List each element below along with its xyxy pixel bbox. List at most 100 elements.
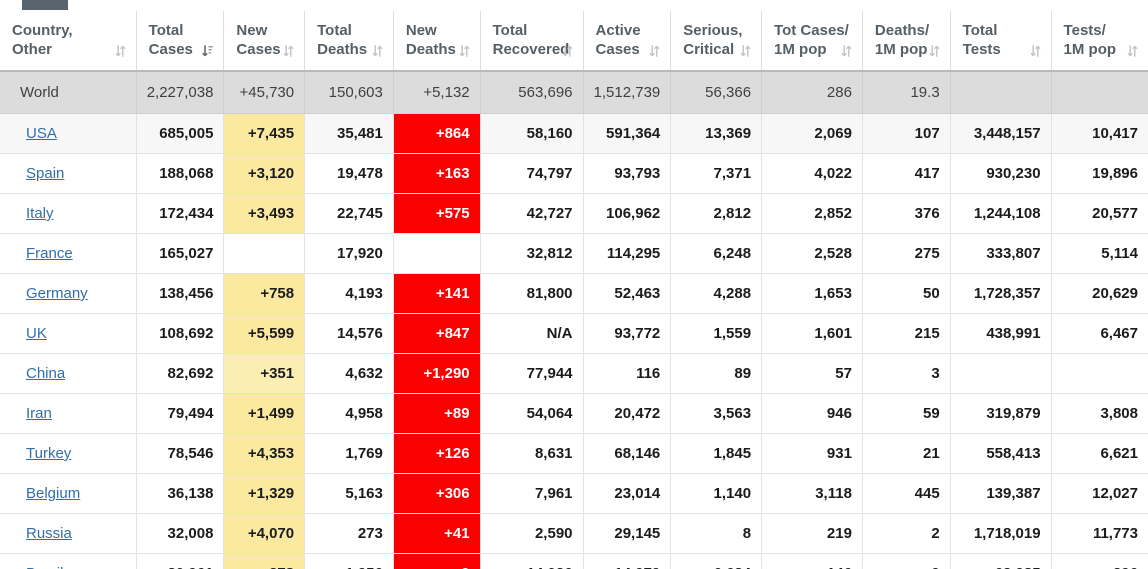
column-header-cases_per_1m[interactable]: Tot Cases/1M pop [761, 11, 863, 72]
table-scroll-container[interactable]: Country, Other Total Cases New Cases Total Deat… [0, 11, 1148, 569]
cell-cases_per_1m: 4,022 [761, 153, 863, 194]
cell-new_deaths: +5,132 [392, 71, 481, 114]
cell-total_deaths: 273 [304, 513, 394, 554]
cell-total_recovered: 81,800 [479, 273, 584, 314]
cell-new_deaths: +306 [392, 473, 481, 514]
column-header-total_recovered[interactable]: Total Recovered [479, 11, 584, 72]
cell-new_cases [223, 233, 305, 274]
cell-tests_per_1m [1050, 353, 1148, 394]
cell-cases_per_1m: 219 [761, 513, 863, 554]
cell-cases_per_1m: 57 [761, 353, 863, 394]
cell-new_cases: +3,120 [223, 153, 305, 194]
cell-total_cases: 2,227,038 [135, 71, 224, 114]
cell-total_cases: 79,494 [135, 393, 224, 434]
cell-total_deaths: 35,481 [304, 113, 394, 154]
cell-country: Germany [0, 273, 137, 314]
horizontal-scrollbar[interactable] [0, 0, 1148, 11]
cell-total_deaths: 1,769 [304, 433, 394, 474]
sort-both-icon[interactable] [740, 44, 751, 58]
cell-new_cases: +7,435 [223, 113, 305, 154]
column-header-label: Deaths/1M pop [875, 21, 940, 59]
cell-new_cases: +45,730 [223, 71, 305, 114]
cell-tests_per_1m: 5,114 [1050, 233, 1148, 274]
country-link[interactable]: USA [26, 125, 57, 142]
column-header-line2: Critical [683, 41, 735, 58]
column-header-country[interactable]: Country, Other [0, 11, 137, 72]
column-header-label: Tot Cases/1M pop [774, 21, 852, 59]
cell-cases_per_1m: 2,069 [761, 113, 863, 154]
country-link[interactable]: China [26, 365, 66, 382]
column-header-line2: Cases [595, 41, 640, 58]
table-row: UK 108,692 +5,599 14,576 +847 N/A 93,772 1,559 1… [0, 313, 1148, 354]
sort-both-icon[interactable] [115, 44, 126, 58]
column-header-new_cases[interactable]: New Cases [223, 11, 305, 72]
cell-total_deaths: 4,193 [304, 273, 394, 314]
column-header-serious_critical[interactable]: Serious, Critical [670, 11, 762, 72]
column-header-line1: Total [317, 22, 352, 39]
cell-total_recovered: 42,727 [479, 193, 584, 234]
sort-both-icon[interactable] [283, 44, 294, 58]
column-header-tests_per_1m[interactable]: Tests/1M pop [1050, 11, 1148, 72]
sort-both-icon[interactable] [841, 44, 852, 58]
cell-total_cases: 30,961 [135, 553, 224, 569]
country-link[interactable]: Spain [26, 165, 65, 182]
country-link[interactable]: Iran [26, 405, 52, 422]
country-link[interactable]: Germany [26, 285, 88, 302]
country-link[interactable]: UK [26, 325, 47, 342]
column-header-line2: Recovered [492, 41, 570, 58]
cell-new_cases: +758 [223, 273, 305, 314]
column-header-deaths_per_1m[interactable]: Deaths/1M pop [861, 11, 951, 72]
sort-both-icon[interactable] [562, 44, 573, 58]
cell-active_cases: 52,463 [582, 273, 671, 314]
column-header-total_cases[interactable]: Total Cases [135, 11, 224, 72]
table-row: Belgium 36,138 +1,329 5,163 +306 7,961 23,014 1… [0, 473, 1148, 514]
column-header-active_cases[interactable]: Active Cases [582, 11, 671, 72]
sort-both-icon[interactable] [649, 44, 660, 58]
sort-descending-icon[interactable] [202, 44, 214, 58]
cell-total_deaths: 4,632 [304, 353, 394, 394]
table-row: France 165,027 17,920 32,812 114,295 6,248 2,5… [0, 233, 1148, 274]
cell-total_deaths: 19,478 [304, 153, 394, 194]
cell-total_deaths: 22,745 [304, 193, 394, 234]
scrollbar-thumb[interactable] [22, 0, 68, 10]
country-link[interactable]: France [26, 245, 73, 262]
sort-both-icon[interactable] [929, 44, 940, 58]
table-header-row: Country, Other Total Cases New Cases Total Deat… [0, 11, 1148, 72]
cell-deaths_per_1m: 2 [861, 513, 951, 554]
cell-total_tests: 438,991 [949, 313, 1052, 354]
column-header-label: Serious, Critical [683, 21, 751, 59]
table-row: Spain 188,068 +3,120 19,478 +163 74,797 93,793… [0, 153, 1148, 194]
cell-cases_per_1m: 946 [761, 393, 863, 434]
country-link[interactable]: Brazil [26, 565, 64, 569]
column-header-total_tests[interactable]: Total Tests [949, 11, 1052, 72]
cell-tests_per_1m: 3,808 [1050, 393, 1148, 434]
table-header: Country, Other Total Cases New Cases Total Deat… [0, 11, 1148, 72]
sort-both-icon[interactable] [372, 44, 383, 58]
cell-serious_critical: 8 [670, 513, 762, 554]
cell-total_recovered: 54,064 [479, 393, 584, 434]
cell-serious_critical: 1,559 [670, 313, 762, 354]
sort-both-icon[interactable] [1127, 44, 1138, 58]
cell-total_recovered: 32,812 [479, 233, 584, 274]
cell-country: Brazil [0, 553, 137, 569]
cell-active_cases: 116 [582, 353, 671, 394]
sort-both-icon[interactable] [1030, 44, 1041, 58]
cell-total_cases: 172,434 [135, 193, 224, 234]
cell-active_cases: 14,979 [582, 553, 671, 569]
cell-tests_per_1m: 6,621 [1050, 433, 1148, 474]
cell-deaths_per_1m: 445 [861, 473, 951, 514]
cell-new_deaths: +9 [392, 553, 481, 569]
column-header-new_deaths[interactable]: New Deaths [392, 11, 481, 72]
cell-new_cases: +4,353 [223, 433, 305, 474]
cell-serious_critical: 13,369 [670, 113, 762, 154]
cell-new_deaths: +141 [392, 273, 481, 314]
country-link[interactable]: Turkey [26, 445, 72, 462]
country-link[interactable]: Italy [26, 205, 54, 222]
country-link[interactable]: Belgium [26, 485, 81, 502]
cell-total_recovered: 2,590 [479, 513, 584, 554]
column-header-total_deaths[interactable]: Total Deaths [304, 11, 394, 72]
sort-both-icon[interactable] [459, 44, 470, 58]
table-row: Turkey 78,546 +4,353 1,769 +126 8,631 68,146 1,… [0, 433, 1148, 474]
cell-country: USA [0, 113, 137, 154]
country-link[interactable]: Russia [26, 525, 72, 542]
